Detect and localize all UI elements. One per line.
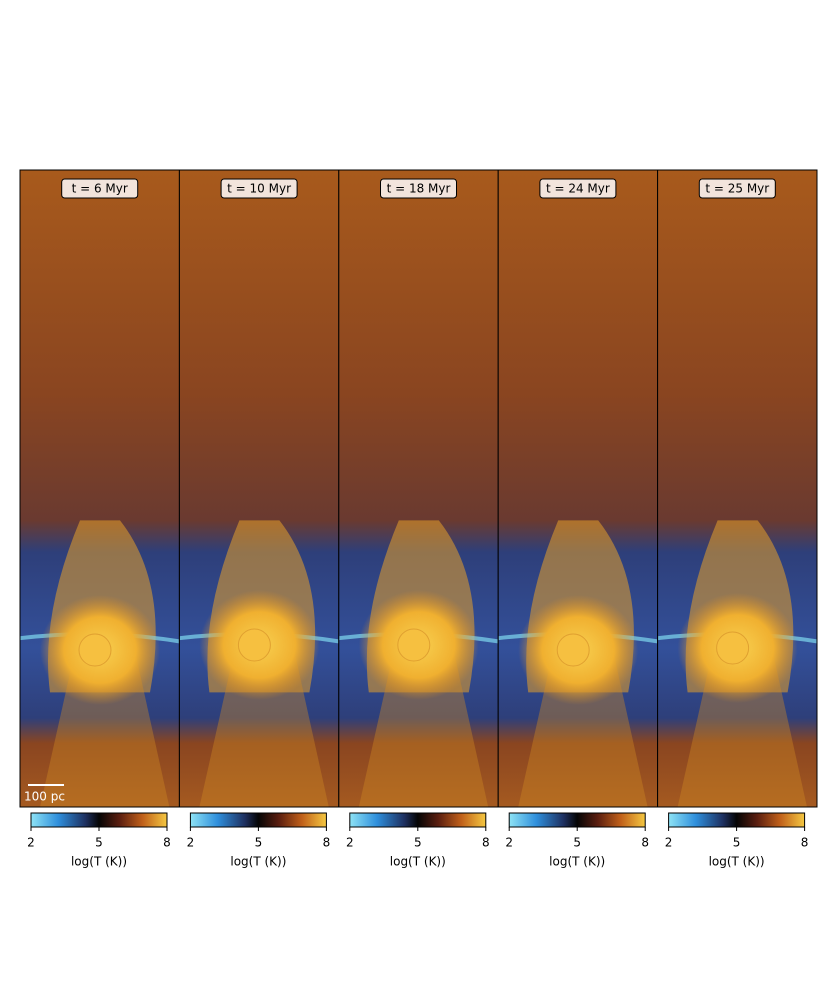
time-label: t = 18 Myr (387, 182, 451, 196)
hot-core (78, 633, 112, 667)
colorbar-label: log(T (K)) (549, 855, 605, 869)
colorbar-tick-label: 8 (641, 836, 649, 850)
hot-core (716, 631, 750, 665)
hot-core (556, 633, 590, 667)
panel: t = 24 Myr 2 5 8 log(T (K)) (497, 169, 659, 869)
time-label: t = 25 Myr (705, 182, 769, 196)
label-box (539, 178, 617, 199)
panel: t = 18 Myr 2 5 8 log(T (K)) (338, 169, 499, 869)
panel: t = 6 Myr 2 5 8 log(T (K)) (19, 169, 180, 869)
label-box (698, 178, 776, 199)
colorbar-tick-label: 8 (801, 836, 809, 850)
colorbar-tick-label: 2 (505, 836, 513, 850)
colorbar (30, 812, 168, 828)
hot-core (397, 628, 431, 662)
panels: t = 6 Myr 2 5 8 log(T (K)) t = 10 Myr 2 5 8 log(T… (19, 169, 818, 869)
label-box (380, 178, 457, 199)
colorbar-tick-label: 2 (665, 836, 673, 850)
colorbar-tick-label: 8 (323, 836, 331, 850)
colorbar-label: log(T (K)) (709, 855, 765, 869)
colorbar (508, 812, 646, 828)
label-box (61, 178, 139, 199)
colorbar-tick-label: 8 (163, 836, 171, 850)
panel-frame (657, 169, 818, 808)
temperature-map (338, 170, 499, 807)
colorbar-tick-label: 2 (187, 836, 195, 850)
colorbar-tick-label: 2 (346, 836, 354, 850)
panel: t = 25 Myr 2 5 8 log(T (K)) (657, 169, 818, 869)
panel: t = 10 Myr 2 5 8 log(T (K)) (178, 169, 340, 869)
colorbar (189, 812, 327, 828)
colorbar-tick-label: 8 (482, 836, 490, 850)
scale-bar-label: 100 pc (24, 790, 65, 804)
time-label: t = 24 Myr (546, 182, 610, 196)
colorbar-tick-label: 5 (573, 836, 581, 850)
label-box (220, 178, 298, 199)
colorbar-tick-label: 5 (414, 836, 422, 850)
colorbar (349, 812, 487, 828)
colorbar-tick-label: 5 (95, 836, 103, 850)
hot-core (237, 628, 271, 662)
colorbar-label: log(T (K)) (390, 855, 446, 869)
colorbar (668, 812, 806, 828)
colorbar-tick-label: 5 (733, 836, 741, 850)
colorbar-tick-label: 2 (27, 836, 35, 850)
colorbar-tick-label: 5 (255, 836, 263, 850)
colorbar-label: log(T (K)) (230, 855, 286, 869)
time-label: t = 6 Myr (72, 182, 128, 196)
colorbar-label: log(T (K)) (71, 855, 127, 869)
time-label: t = 10 Myr (227, 182, 291, 196)
temperature-map (179, 170, 339, 807)
